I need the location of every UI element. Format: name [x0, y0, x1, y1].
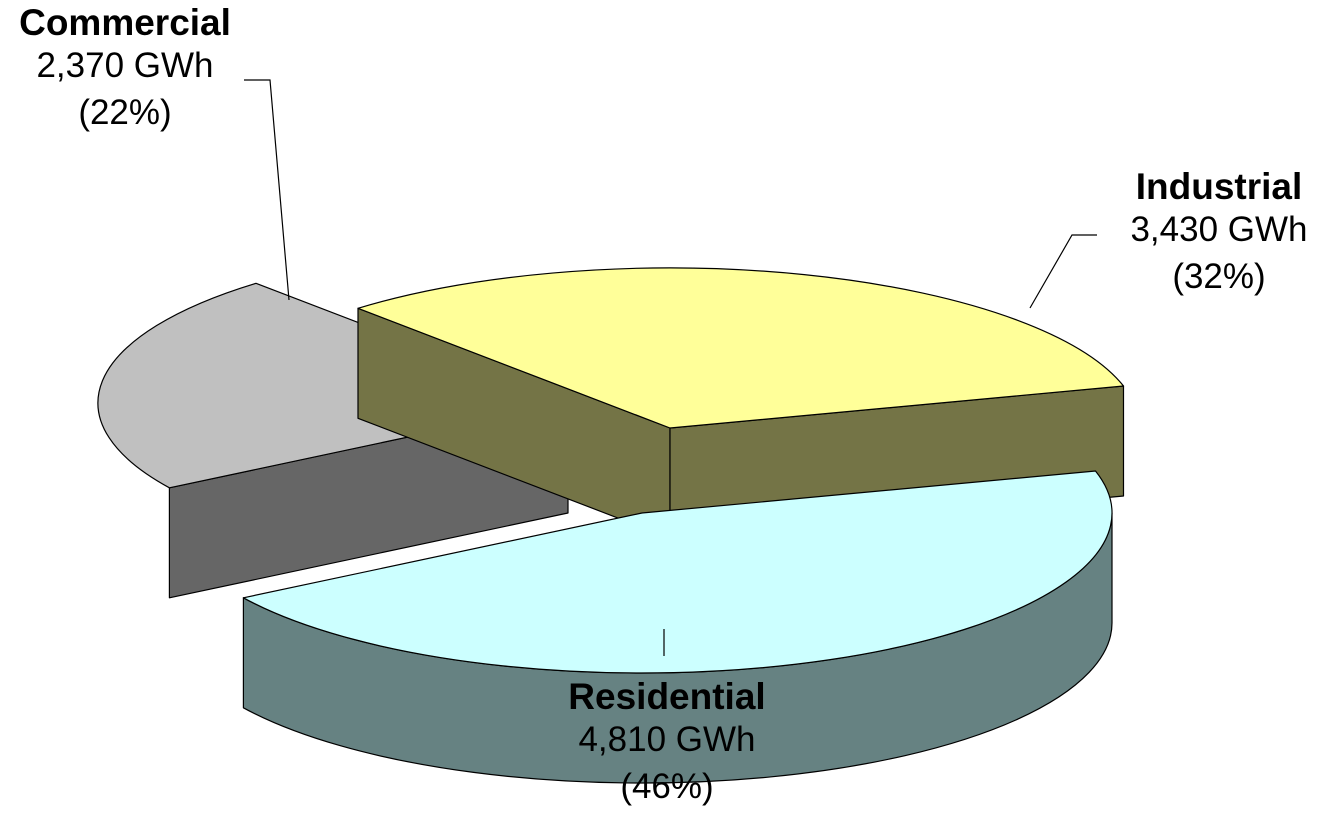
residential-category-label: Residential	[568, 676, 766, 717]
industrial-data-label: Industrial 3,430 GWh (32%)	[1101, 168, 1337, 306]
residential-value-label: 4,810 GWh	[578, 720, 756, 759]
commercial-percent-label: (22%)	[78, 93, 172, 132]
industrial-top-face	[357, 267, 1125, 429]
commercial-leader-line	[244, 79, 290, 301]
residential-data-label: Residential 4,810 GWh (46%)	[517, 678, 817, 816]
leader-lines	[244, 79, 1097, 656]
residential-top-face	[242, 470, 1113, 674]
slices-layer	[97, 267, 1125, 784]
industrial-category-label: Industrial	[1135, 166, 1303, 207]
industrial-value-label: 3,430 GWh	[1130, 210, 1308, 249]
commercial-category-label: Commercial	[19, 2, 231, 43]
residential-percent-label: (46%)	[620, 767, 714, 806]
commercial-data-label: Commercial 2,370 GWh (22%)	[0, 4, 250, 142]
industrial-slice	[357, 267, 1125, 539]
residential-slice	[242, 470, 1113, 784]
industrial-leader-line	[1029, 234, 1097, 309]
commercial-top-face	[97, 282, 569, 489]
commercial-value-label: 2,370 GWh	[36, 46, 214, 85]
industrial-percent-label: (32%)	[1172, 257, 1266, 296]
